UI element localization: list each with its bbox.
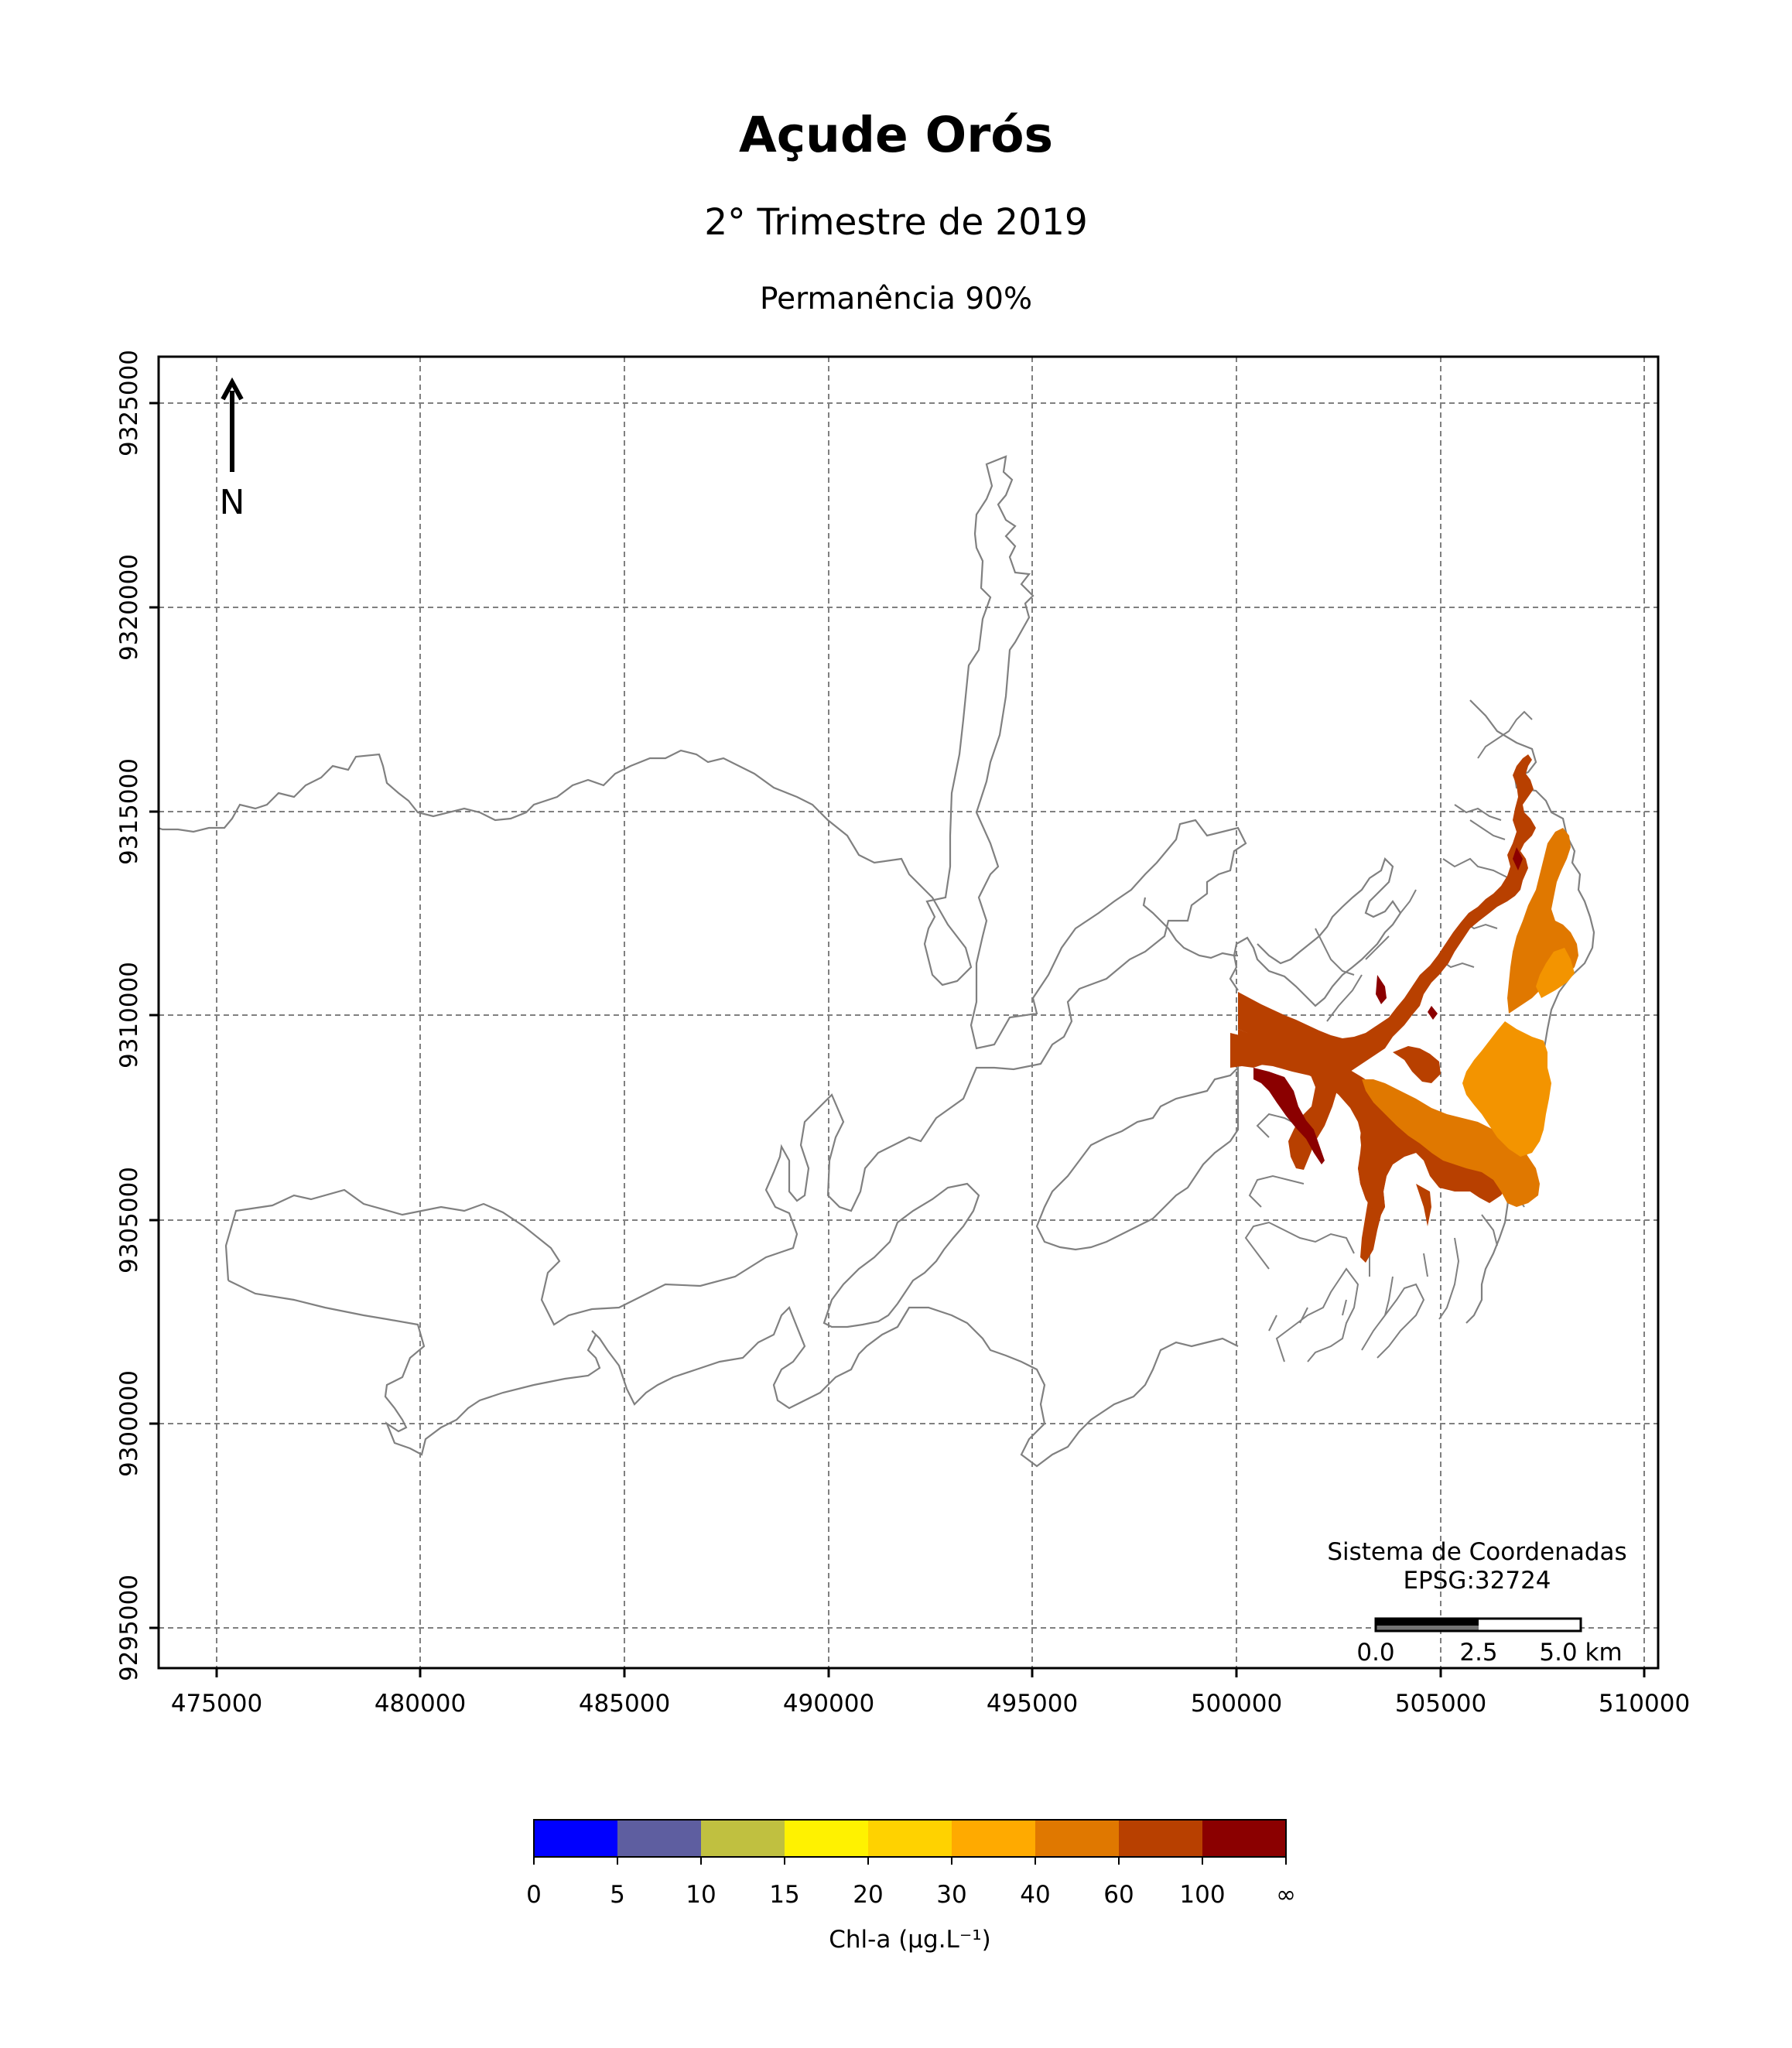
x-tick-label: 500000	[1191, 1690, 1282, 1718]
chl-class-40-60	[1362, 1079, 1540, 1207]
map-title: Açude Orós	[738, 107, 1054, 163]
colorbar-swatch	[785, 1820, 868, 1857]
x-tick-label: 505000	[1395, 1690, 1486, 1718]
crs-note: Sistema de Coordenadas EPSG:32724	[1327, 1538, 1626, 1595]
x-tick-label: 495000	[987, 1690, 1078, 1718]
x-tick-label: 490000	[783, 1690, 874, 1718]
reservoir-outline-tributary-ne	[1229, 856, 1402, 1007]
colorbar-tick: 10	[686, 1881, 716, 1909]
scale-label-0: 0.0	[1356, 1639, 1394, 1667]
x-tick-label: 480000	[374, 1690, 466, 1718]
reservoir-outline-west-main	[227, 1280, 1239, 1468]
colorbar-tick: ∞	[1276, 1881, 1296, 1909]
colorbar-swatch	[534, 1820, 617, 1857]
chl-class-60-100-main	[1238, 1029, 1431, 1215]
north-arrow-icon: N	[220, 377, 245, 522]
chlorophyll-raster	[1230, 754, 1578, 1263]
colorbar-tick: 100	[1179, 1881, 1225, 1909]
colorbar-tick: 60	[1103, 1881, 1134, 1909]
crs-line-1: Sistema de Coordenadas	[1327, 1538, 1626, 1566]
colorbar-tick: 30	[936, 1881, 966, 1909]
crs-line-2: EPSG:32724	[1403, 1567, 1551, 1595]
colorbar-frame	[533, 1819, 1287, 1858]
colorbar-swatch	[868, 1820, 952, 1857]
colorbar-swatch	[1202, 1820, 1286, 1857]
y-tick-label: 9320000	[115, 554, 143, 661]
x-tick-label: 510000	[1599, 1690, 1690, 1718]
colorbar	[533, 1819, 1287, 1865]
y-tick-label: 9325000	[115, 350, 143, 456]
y-tick-label: 9305000	[115, 1167, 143, 1274]
north-label: N	[220, 483, 245, 522]
reservoir-outline-arms-a	[822, 1182, 980, 1328]
chl-class-30-40-mid	[1536, 948, 1575, 998]
colorbar-swatch	[1035, 1820, 1119, 1857]
reservoir-outline-arm-north	[1142, 897, 1238, 959]
colorbar-tick: 0	[526, 1881, 542, 1909]
colorbar-tick: 20	[853, 1881, 883, 1909]
colorbar-label: Chl-a (μg.L⁻¹)	[829, 1926, 990, 1954]
chl-class-30-40	[1462, 1021, 1551, 1157]
map-subsubtitle: Permanência 90%	[759, 282, 1033, 316]
x-tick-label: 475000	[171, 1690, 262, 1718]
reservoir-outline-west	[159, 455, 1247, 1326]
scale-label-1: 2.5	[1459, 1639, 1497, 1667]
colorbar-tick: 40	[1020, 1881, 1050, 1909]
map-subtitle: 2° Trimestre de 2019	[704, 201, 1088, 244]
y-tick-label: 9300000	[115, 1370, 143, 1477]
colorbar-tick: 15	[769, 1881, 799, 1909]
y-tick-label: 9315000	[115, 758, 143, 865]
y-tick-label: 9310000	[115, 962, 143, 1068]
scale-bar: 0.0 2.5 5.0 km	[1356, 1617, 1623, 1667]
colorbar-swatch	[701, 1820, 785, 1857]
colorbar-swatch	[1119, 1820, 1202, 1857]
colorbar-swatch	[952, 1820, 1035, 1857]
x-tick-label: 485000	[579, 1690, 670, 1718]
colorbar-swatch	[617, 1820, 701, 1857]
reservoir-outline-arms-b	[1035, 1065, 1240, 1251]
axis-ticks	[149, 402, 1646, 1677]
map-frame	[157, 355, 1660, 1670]
colorbar-tick: 5	[610, 1881, 625, 1909]
chl-class-60-100	[1238, 754, 1536, 1075]
y-tick-label: 9295000	[115, 1574, 143, 1681]
scale-label-2: 5.0 km	[1539, 1639, 1622, 1667]
